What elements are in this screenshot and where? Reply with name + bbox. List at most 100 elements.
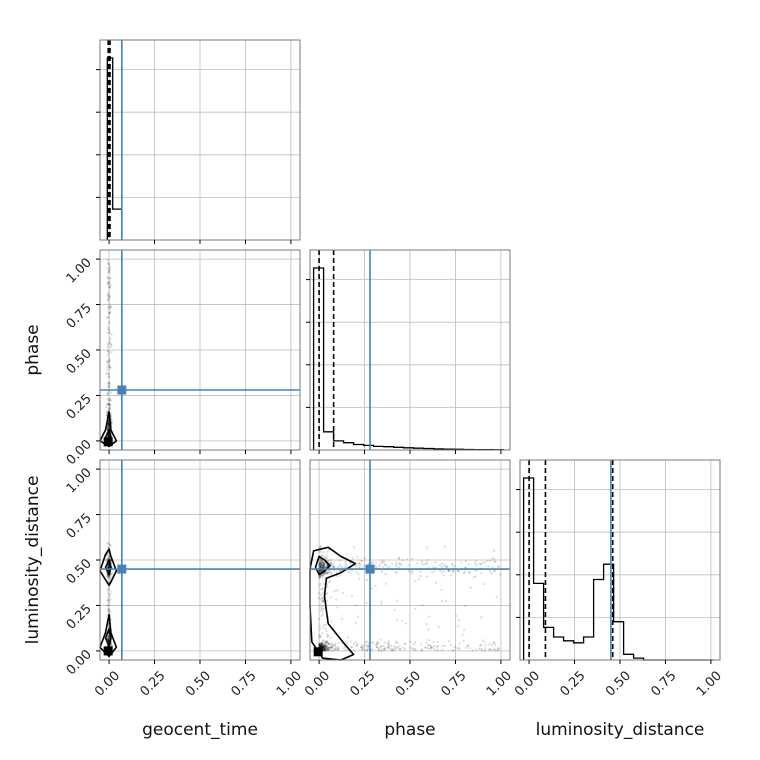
sample-point [107, 326, 110, 329]
sample-point [321, 645, 324, 648]
sample-point [329, 646, 332, 649]
sample-point [107, 372, 110, 375]
sample-point [318, 636, 321, 639]
sample-point [318, 565, 321, 568]
sample-point [463, 628, 466, 631]
sample-point [387, 642, 390, 645]
y-tick-label: 0.00 [64, 437, 95, 468]
sample-point [380, 649, 383, 653]
sample-point [365, 601, 368, 604]
sample-point [107, 295, 111, 298]
sample-point [384, 573, 387, 576]
sample-point [319, 558, 322, 561]
sample-point [403, 647, 407, 651]
sample-point [342, 646, 346, 650]
sample-point [107, 422, 110, 425]
sample-point [105, 559, 108, 562]
sample-point [323, 647, 326, 651]
sample-point [319, 645, 323, 648]
sample-point [108, 406, 111, 409]
x-axis-label-phase: phase [384, 720, 435, 740]
sample-point [325, 646, 328, 649]
sample-point [107, 270, 111, 273]
sample-point [409, 640, 412, 643]
sample-point [318, 569, 321, 572]
y-tick-label: 0.75 [64, 511, 95, 542]
sample-point [341, 591, 344, 595]
sample-point [428, 615, 431, 618]
sample-point [447, 569, 450, 573]
sample-point [109, 267, 112, 270]
sample-point [324, 649, 327, 652]
sample-point [324, 640, 328, 643]
sample-point [370, 587, 373, 590]
sample-point [366, 649, 369, 652]
sample-point [319, 582, 322, 585]
sample-point [379, 645, 382, 648]
sample-point [107, 315, 110, 318]
sample-point [321, 564, 324, 567]
sample-point [419, 575, 422, 578]
sample-point [108, 360, 111, 363]
sample-point [436, 640, 439, 644]
sample-point [412, 648, 415, 651]
sample-point [106, 604, 109, 607]
sample-point [432, 646, 435, 649]
sample-point [108, 555, 111, 559]
y-tick-label: 0.25 [64, 392, 95, 423]
sample-point [106, 592, 109, 595]
sample-point [420, 560, 423, 563]
sample-point [356, 564, 359, 567]
sample-point [380, 648, 383, 651]
sample-point [321, 561, 324, 564]
sample-point [401, 646, 405, 649]
sample-point [383, 648, 386, 651]
sample-point [106, 368, 109, 371]
sample-point [330, 646, 334, 649]
sample-point [375, 642, 378, 645]
sample-point [108, 351, 111, 354]
sample-point [325, 647, 328, 651]
sample-point [433, 570, 436, 573]
x-tick-label: 1.00 [484, 668, 515, 699]
sample-point [330, 572, 333, 576]
sample-point [356, 555, 359, 559]
sample-point [110, 333, 113, 336]
sample-point [107, 384, 110, 388]
sample-point [319, 588, 322, 591]
sample-point [107, 328, 110, 331]
sample-point [421, 562, 424, 565]
sample-point [457, 569, 460, 572]
sample-point [106, 342, 109, 345]
sample-point [106, 354, 109, 357]
sample-point [107, 263, 110, 266]
sample-point [328, 643, 331, 646]
sample-point [107, 635, 110, 638]
sample-point [319, 598, 322, 601]
sample-point [375, 646, 379, 649]
sample-point [319, 565, 323, 568]
sample-point [403, 642, 406, 646]
sample-point [448, 569, 451, 572]
sample-point [447, 640, 451, 643]
sample-point [106, 361, 109, 364]
sample-point [461, 633, 464, 636]
sample-point [329, 636, 332, 640]
sample-point [109, 576, 112, 579]
sample-point [332, 563, 335, 566]
panel-phase-hist [310, 250, 510, 450]
sample-point [466, 644, 469, 648]
sample-point [424, 646, 428, 649]
sample-point [440, 588, 443, 591]
sample-point [322, 563, 326, 567]
sample-point [107, 576, 111, 579]
sample-point [474, 575, 477, 578]
sample-point [318, 562, 321, 565]
sample-point [318, 643, 321, 646]
sample-point [106, 392, 109, 395]
sample-point [327, 548, 330, 552]
sample-point [106, 565, 110, 568]
sample-point [320, 576, 323, 579]
x-tick-label: 0.75 [438, 668, 469, 699]
sample-point [320, 592, 324, 596]
